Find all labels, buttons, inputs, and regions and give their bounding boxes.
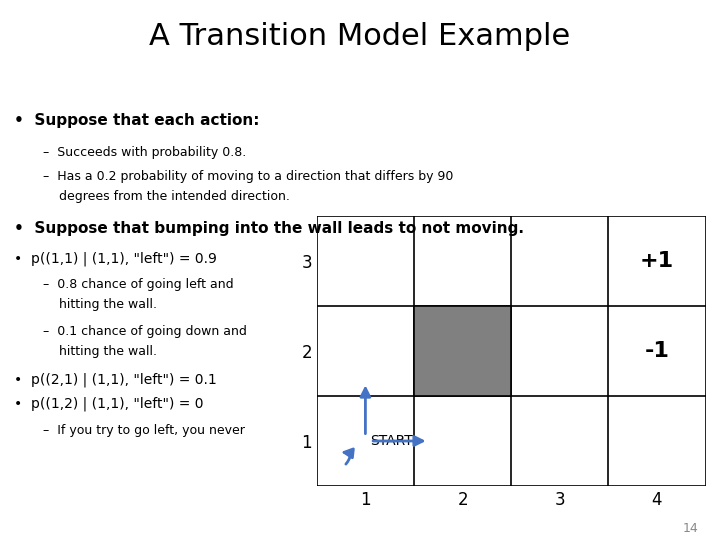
Text: •  p((2,1) | (1,1), "left") = 0.1: • p((2,1) | (1,1), "left") = 0.1 [14, 373, 217, 387]
Text: –  If you try to go left, you never: – If you try to go left, you never [43, 424, 245, 437]
Text: START: START [370, 434, 413, 448]
Text: –  Succeeds with probability 0.8.: – Succeeds with probability 0.8. [43, 146, 246, 159]
Text: –  Has a 0.2 probability of moving to a direction that differs by 90: – Has a 0.2 probability of moving to a d… [43, 170, 454, 183]
FancyArrowPatch shape [344, 449, 354, 464]
Text: •  Suppose that bumping into the wall leads to not moving.: • Suppose that bumping into the wall lea… [14, 221, 524, 237]
Text: -1: -1 [644, 341, 670, 361]
Text: hitting the wall.: hitting the wall. [43, 345, 157, 358]
Text: •  p((1,2) | (1,1), "left") = 0: • p((1,2) | (1,1), "left") = 0 [14, 397, 204, 411]
Text: +1: +1 [640, 251, 674, 271]
Bar [414, 306, 511, 396]
Text: hitting the wall.: hitting the wall. [43, 298, 157, 311]
Text: •  p((1,1) | (1,1), "left") = 0.9: • p((1,1) | (1,1), "left") = 0.9 [14, 251, 217, 266]
Text: 14: 14 [683, 522, 698, 535]
Text: •  Suppose that each action:: • Suppose that each action: [14, 113, 260, 129]
Text: degrees from the intended direction.: degrees from the intended direction. [43, 190, 290, 203]
Text: A Transition Model Example: A Transition Model Example [149, 22, 571, 51]
Text: –  0.1 chance of going down and: – 0.1 chance of going down and [43, 325, 247, 338]
Text: –  0.8 chance of going left and: – 0.8 chance of going left and [43, 278, 234, 291]
